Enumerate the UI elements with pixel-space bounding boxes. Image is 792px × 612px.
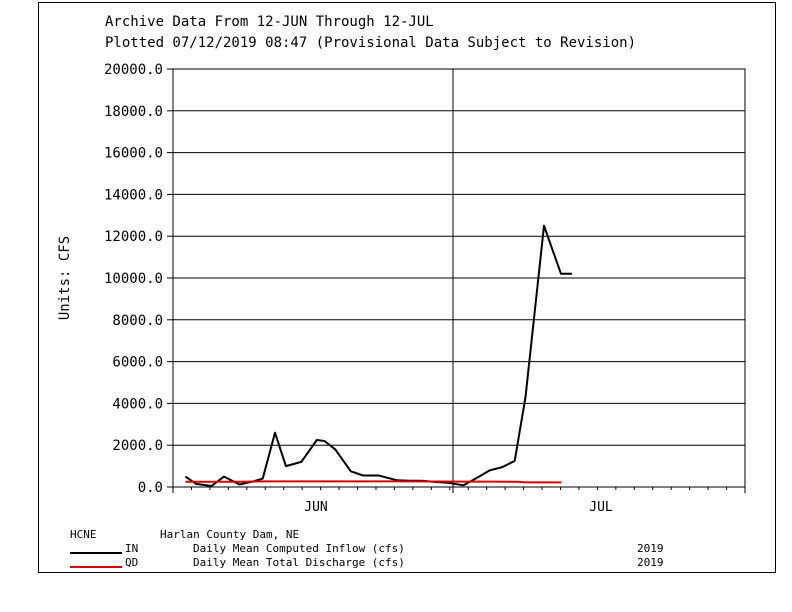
y-tick-label: 14000.0: [104, 187, 163, 203]
chart-frame: [38, 2, 776, 573]
y-tick-label: 18000.0: [104, 104, 163, 120]
legend-station-name: Harlan County Dam, NE: [160, 528, 299, 541]
legend-station-code: HCNE: [70, 528, 97, 541]
y-tick-label: 2000.0: [112, 438, 163, 454]
y-tick-label: 0.0: [138, 480, 163, 496]
y-tick-label: 20000.0: [104, 62, 163, 78]
legend-desc-in: Daily Mean Computed Inflow (cfs): [193, 542, 405, 555]
y-tick-label: 6000.0: [112, 355, 163, 371]
y-tick-label: 16000.0: [104, 146, 163, 162]
legend-desc-qd: Daily Mean Total Discharge (cfs): [193, 556, 405, 569]
legend-year-qd: 2019: [637, 556, 664, 569]
chart-subtitle: Plotted 07/12/2019 08:47 (Provisional Da…: [105, 35, 636, 51]
legend-code-in: IN: [125, 542, 138, 555]
legend-code-qd: QD: [125, 556, 138, 569]
legend-year-in: 2019: [637, 542, 664, 555]
y-tick-label: 8000.0: [112, 313, 163, 329]
x-tick-label: JUN: [304, 500, 327, 515]
x-tick-label: JUL: [589, 500, 613, 515]
series-line-in: [184, 224, 572, 487]
y-tick-label: 12000.0: [104, 229, 163, 245]
y-tick-label: 4000.0: [112, 396, 163, 412]
chart-title: Archive Data From 12-JUN Through 12-JUL: [105, 14, 434, 30]
y-axis-label: Units: CFS: [57, 236, 73, 320]
y-tick-label: 10000.0: [104, 271, 163, 287]
series-line-qd: [185, 480, 561, 484]
